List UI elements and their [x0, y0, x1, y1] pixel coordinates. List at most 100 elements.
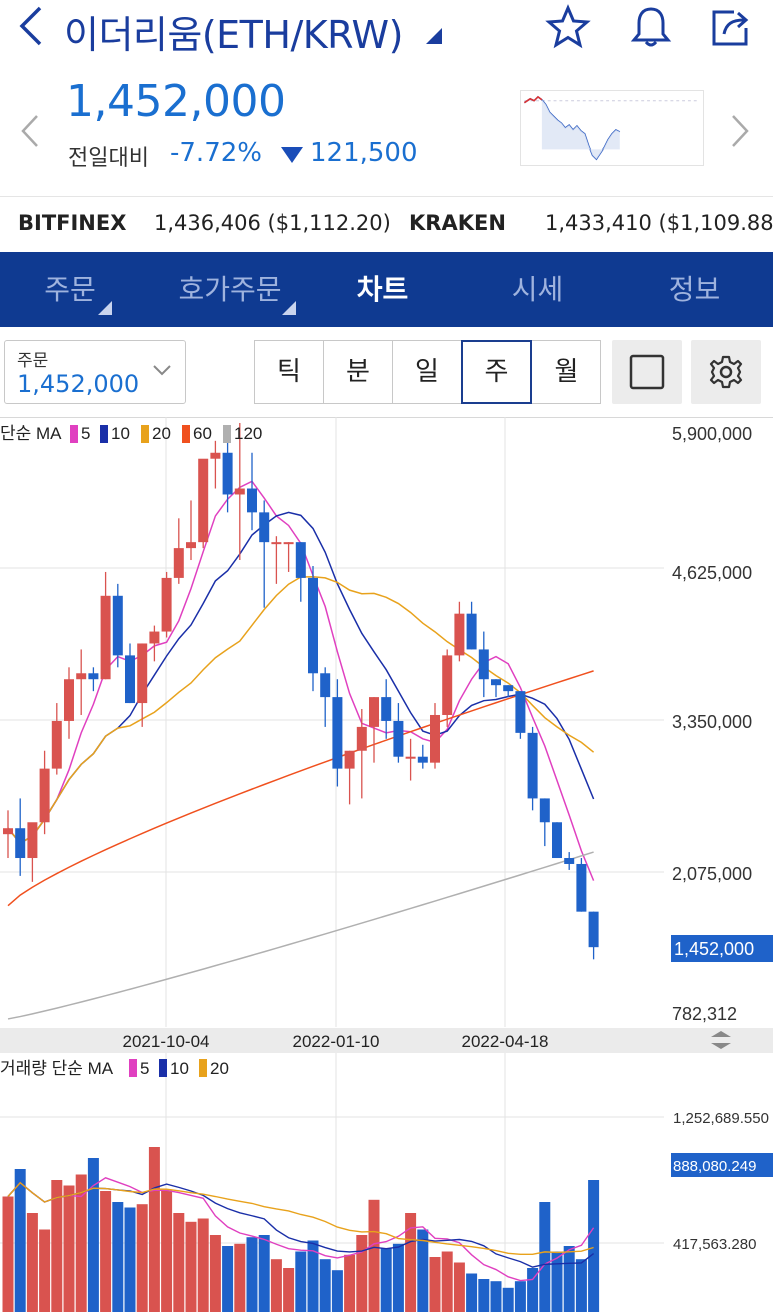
volume-bar [563, 1246, 575, 1312]
volume-bar [185, 1221, 197, 1312]
legend-swatch [70, 425, 78, 443]
candle-body [88, 673, 99, 680]
mini-chart[interactable] [520, 90, 704, 166]
tab-market[interactable]: 시세 [485, 252, 590, 327]
last-price-label: 1,452,000 [674, 939, 754, 959]
volume-bar [209, 1235, 221, 1312]
candle-body [76, 673, 87, 680]
share-icon[interactable] [708, 4, 754, 50]
tab-orderbook-order[interactable]: 호가주문 [160, 252, 300, 327]
exchange-value: 1,433,410 ($1,109.88) [545, 211, 773, 235]
tab-label: 주문 [44, 273, 96, 306]
candle-body [173, 548, 184, 578]
asset-title[interactable]: 이더리움(ETH/KRW) [64, 13, 403, 57]
volume-legend: 거래량 단순 MA 5 10 20 [0, 1059, 229, 1078]
candle-body [466, 613, 477, 650]
volume-bar [124, 1207, 136, 1312]
candle-body [39, 768, 50, 823]
candle-body [259, 512, 270, 543]
period-tick[interactable]: 틱 [255, 341, 324, 403]
candle-body [161, 577, 172, 632]
volume-bar [295, 1251, 307, 1312]
volume-bar [466, 1273, 478, 1312]
change-value: 121,500 [310, 138, 418, 168]
tab-label: 시세 [511, 273, 564, 306]
candle-body [430, 714, 440, 763]
chart-settings-button[interactable] [691, 340, 761, 404]
chevron-left-icon[interactable] [20, 114, 40, 148]
down-triangle-icon [281, 147, 303, 163]
volume-bar [478, 1279, 490, 1312]
candle-body [320, 673, 331, 698]
period-minute[interactable]: 분 [324, 341, 393, 403]
volume-bar [551, 1251, 563, 1312]
back-icon[interactable] [14, 4, 50, 48]
candle-body [210, 452, 221, 459]
change-percent: -7.72% [170, 138, 262, 168]
y-tick-label: 2,075,000 [672, 864, 752, 884]
volume-bar [26, 1213, 38, 1312]
volume-bar [14, 1169, 26, 1312]
order-select-value: 1,452,000 [17, 370, 140, 398]
candle-body [442, 655, 453, 715]
candle-body [198, 458, 209, 543]
volume-bar [453, 1262, 465, 1312]
tab-chart[interactable]: 차트 [330, 252, 435, 327]
candle-body [454, 613, 465, 656]
fullscreen-button[interactable] [612, 340, 682, 404]
candle-body [344, 750, 355, 769]
legend-label: 10 [111, 424, 130, 443]
volume-bar [356, 1235, 368, 1312]
volume-bar [392, 1243, 404, 1312]
volume-y-axis: 1,252,689.550 417,563.280 [673, 1110, 769, 1253]
volume-bar [490, 1281, 502, 1312]
volume-bar [441, 1251, 453, 1312]
legend-label: 5 [140, 1059, 149, 1078]
x-axis: 2021-10-04 2022-01-10 2022-04-18 [123, 1032, 549, 1051]
legend-swatch [223, 425, 231, 443]
volume-bar [283, 1268, 295, 1312]
volume-bar [514, 1281, 526, 1312]
candle-body [491, 679, 501, 686]
period-week[interactable]: 주 [461, 340, 532, 404]
tab-info[interactable]: 정보 [642, 252, 747, 327]
candle-body [527, 732, 538, 799]
y-tick-label: 3,350,000 [672, 712, 752, 732]
period-month[interactable]: 월 [554, 357, 579, 387]
y-tick-label: 782,312 [672, 1004, 737, 1024]
candle-body [149, 631, 160, 644]
chevron-right-icon[interactable] [730, 114, 750, 148]
price-chart[interactable]: 단순 MA 5 10 20 60 120 5,900,000 4,625,000… [0, 417, 773, 1312]
tab-order[interactable]: 주문 [20, 252, 120, 327]
star-icon[interactable] [545, 4, 591, 50]
order-price-select[interactable]: 주문 1,452,000 [4, 340, 186, 404]
legend-prefix: 단순 MA [0, 424, 62, 443]
alert-triangle-icon[interactable] [426, 28, 442, 44]
candle-body [503, 685, 514, 692]
exchange-name: BITFINEX [18, 211, 127, 235]
square-icon [629, 354, 665, 390]
chart-controls: 주문 1,452,000 틱 분 일 주 월 [0, 327, 773, 417]
legend-swatch [141, 425, 149, 443]
candle-body [3, 828, 13, 835]
x-tick-label: 2021-10-04 [123, 1032, 210, 1051]
tab-label: 정보 [668, 273, 721, 306]
chart-area[interactable]: 단순 MA 5 10 20 60 120 5,900,000 4,625,000… [0, 417, 773, 1312]
last-volume-label: 888,080.249 [673, 1158, 756, 1175]
legend-label: 20 [152, 424, 171, 443]
volume-bar [222, 1246, 234, 1312]
candle-body [478, 649, 489, 680]
bell-icon[interactable] [628, 4, 674, 50]
volume-bar [51, 1180, 63, 1312]
price-y-axis: 5,900,000 4,625,000 3,350,000 2,075,000 … [672, 424, 752, 1024]
tab-label: 호가주문 [178, 273, 282, 306]
chevron-down-icon [153, 365, 171, 376]
volume-bar [75, 1174, 87, 1312]
candle-body [186, 542, 196, 549]
last-price-tag [671, 935, 773, 962]
volume-ma-20-line [7, 1181, 594, 1256]
menu-corner-icon [98, 301, 112, 315]
volume-bar [161, 1191, 173, 1312]
resize-icon[interactable] [711, 1031, 731, 1049]
period-day[interactable]: 일 [393, 341, 462, 403]
